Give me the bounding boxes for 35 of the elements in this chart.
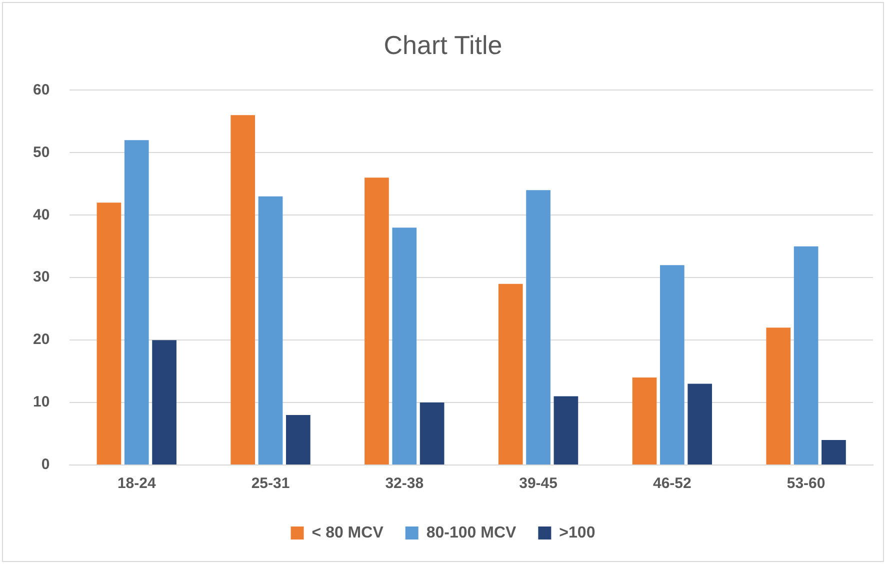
bar [420,402,444,464]
x-tick-label: 18-24 [117,475,156,492]
bar [632,378,657,464]
bar [766,328,791,464]
bar [230,115,256,464]
bar [96,202,122,464]
x-tick-label: 32-38 [385,475,424,492]
legend-label: >100 [559,524,596,542]
x-tick-label: 39-45 [519,475,558,492]
bar [392,228,417,464]
y-tick-label: 10 [32,394,50,411]
x-tick-label: 53-60 [786,475,826,492]
bar [526,190,550,464]
bar [286,415,310,464]
bar [660,265,684,464]
y-tick-label: 40 [32,206,50,224]
y-tick-label: 50 [32,144,50,161]
y-tick-label: 0 [41,456,50,474]
x-tick-label: 46-52 [652,475,692,492]
bar [124,140,149,464]
legend-label: 80-100 MCV [426,524,517,542]
bar [794,246,818,464]
chart-title: Chart Title [384,30,502,60]
bar [822,440,846,464]
bar [152,340,176,464]
legend-label: < 80 MCV [312,524,384,542]
bar [364,178,389,464]
bar [688,384,712,464]
y-tick-label: 30 [32,268,50,286]
x-tick-label: 25-31 [251,475,290,492]
bar [554,396,578,464]
bar [258,196,283,464]
bar [498,284,523,464]
y-tick-label: 20 [32,331,50,348]
y-tick-label: 60 [32,81,50,98]
